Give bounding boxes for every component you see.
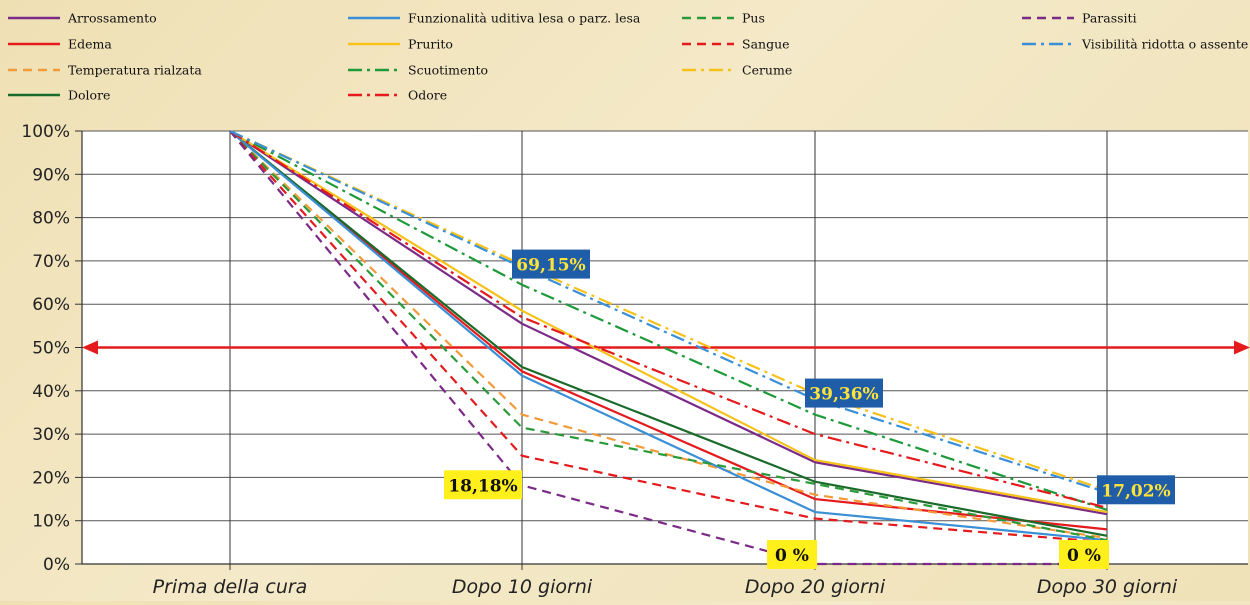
y-tick-label: 70% — [32, 252, 70, 272]
series-line-0 — [229, 130, 1108, 516]
annotation-label: 0 % — [1067, 546, 1101, 566]
x-tick-label: Dopo 30 giorni — [1037, 576, 1178, 598]
y-tick-label: 90% — [32, 165, 70, 185]
series-line-8 — [229, 130, 1108, 542]
annotation-label: 0 % — [775, 546, 809, 566]
annotation-box — [805, 378, 883, 408]
annotation-label: 69,15% — [516, 256, 585, 276]
series-line-1 — [229, 130, 1108, 531]
annotation-label: 39,36% — [809, 385, 878, 405]
annotation-label: 17,02% — [1101, 481, 1170, 501]
legend-label: Sangue — [742, 37, 790, 52]
series-line-12 — [229, 130, 1108, 494]
y-tick-label: 50% — [32, 339, 70, 359]
series-line-6 — [229, 130, 1108, 511]
series-line-5 — [229, 130, 1108, 514]
reference-arrow-right — [1234, 340, 1250, 355]
legend-label: Parassiti — [1082, 11, 1137, 26]
annotation-box — [444, 470, 522, 500]
legend-label: Funzionalità uditiva lesa o parz. lesa — [408, 11, 641, 26]
y-tick-label: 10% — [32, 512, 70, 532]
y-tick-label: 40% — [32, 382, 70, 402]
y-tick-label: 30% — [32, 425, 70, 445]
legend-label: Dolore — [68, 88, 110, 103]
legend-label: Odore — [408, 88, 447, 103]
annotation-box — [1097, 475, 1175, 505]
legend-label: Pus — [742, 11, 765, 26]
series-line-9 — [229, 130, 1108, 544]
series-line-10 — [229, 129, 1108, 492]
y-tick-label: 60% — [32, 295, 70, 315]
y-tick-label: 0% — [43, 555, 70, 575]
annotation-0: 69,15% — [512, 249, 590, 279]
legend-label: Temperatura rialzata — [68, 63, 202, 78]
series-line-11 — [229, 130, 1107, 566]
legend-label: Arrossamento — [67, 11, 157, 26]
annotation-5: 0 % — [1059, 540, 1109, 569]
annotation-box — [767, 540, 817, 569]
series-line-4 — [229, 130, 1108, 542]
annotation-label: 18,18% — [448, 476, 517, 496]
legend-label: Cerume — [742, 63, 792, 78]
legend-label: Scuotimento — [408, 63, 488, 78]
x-tick-label: Dopo 20 giorni — [745, 576, 886, 598]
annotation-box — [512, 249, 590, 279]
y-tick-label: 100% — [21, 122, 70, 142]
annotation-1: 39,36% — [805, 378, 883, 408]
x-tick-label: Prima della cura — [153, 576, 308, 598]
legend-label: Visibilità ridotta o assente — [1081, 37, 1248, 52]
legend-label: Prurito — [408, 37, 453, 52]
annotation-3: 18,18% — [444, 470, 522, 500]
series-line-7 — [229, 130, 1108, 509]
annotation-2: 17,02% — [1097, 475, 1175, 505]
x-tick-label: Dopo 10 giorni — [452, 576, 593, 598]
annotation-4: 0 % — [767, 540, 817, 569]
y-tick-label: 20% — [32, 468, 70, 488]
reference-arrow-left — [82, 340, 98, 355]
series-line-3 — [229, 130, 1108, 537]
y-tick-label: 80% — [32, 209, 70, 229]
legend-label: Edema — [68, 37, 112, 52]
annotation-box — [1059, 540, 1109, 569]
series-line-2 — [229, 130, 1108, 540]
